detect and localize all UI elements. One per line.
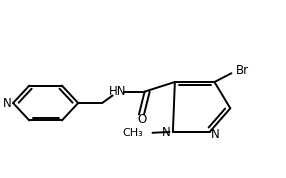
Text: CH₃: CH₃ [122,128,143,138]
Text: N: N [210,128,219,141]
Text: N: N [3,96,11,109]
Text: HN: HN [109,85,126,98]
Text: Br: Br [236,64,249,77]
Text: O: O [137,113,146,126]
Text: N: N [162,126,171,139]
